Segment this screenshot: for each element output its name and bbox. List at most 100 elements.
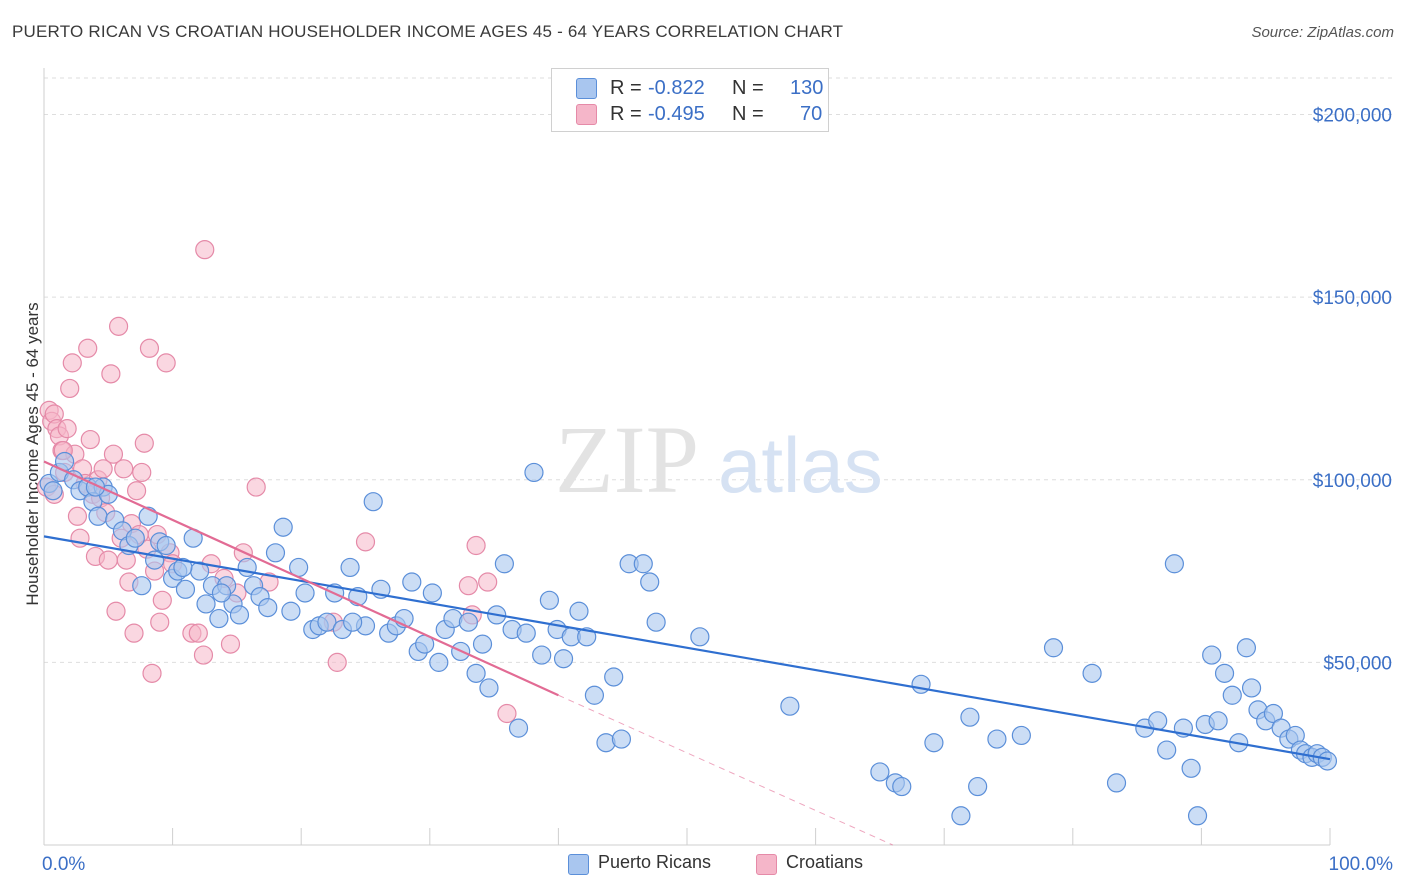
puerto-rican-point xyxy=(524,462,544,483)
puerto-rican-point xyxy=(1181,758,1201,778)
legend-r-label: R = xyxy=(610,77,642,99)
croatian-point xyxy=(108,316,129,336)
croatian-point xyxy=(67,506,88,526)
croatian-point xyxy=(101,364,121,384)
puerto-rican-point xyxy=(1241,678,1262,698)
puerto-rican-point xyxy=(173,557,193,578)
puerto-rican-point xyxy=(458,612,478,632)
puerto-rican-point xyxy=(960,707,980,727)
croatian-point xyxy=(98,550,118,570)
puerto-rican-point xyxy=(1236,638,1257,658)
legend-n-label: N = xyxy=(732,77,764,99)
puerto-rican-point xyxy=(611,729,632,749)
puerto-rican-point xyxy=(211,583,232,603)
puerto-rican-point xyxy=(1317,751,1338,771)
puerto-rican-point xyxy=(508,718,529,738)
puerto-rican-point xyxy=(569,601,589,621)
puerto-rican-point xyxy=(1214,663,1235,683)
puerto-ricans-trend-line xyxy=(43,535,1331,761)
legend-swatch-blue xyxy=(576,78,597,99)
puerto-rican-point xyxy=(472,634,493,654)
puerto-rican-point xyxy=(553,649,574,669)
croatian-point xyxy=(220,634,241,654)
legend-r-value: -0.495 xyxy=(648,103,705,125)
puerto-rican-point xyxy=(156,535,176,556)
legend-n-label: N = xyxy=(732,103,764,125)
puerto-rican-point xyxy=(258,597,278,618)
correlation-legend: R = -0.822 N = 130 R = -0.495 N = 70 xyxy=(551,68,829,132)
croatian-point xyxy=(103,444,124,464)
puerto-rican-point xyxy=(780,696,800,716)
croatian-point xyxy=(106,601,126,621)
puerto-rican-point xyxy=(516,623,536,643)
croatian-point xyxy=(458,576,478,596)
puerto-rican-point xyxy=(968,776,988,797)
croatian-point xyxy=(60,378,80,399)
watermark: ZIP atlas xyxy=(555,406,883,513)
puerto-rican-point xyxy=(125,528,145,548)
croatian-point xyxy=(134,433,154,453)
watermark-zip: ZIP xyxy=(555,406,699,513)
puerto-rican-point xyxy=(295,583,315,603)
puerto-rican-point xyxy=(343,612,363,632)
puerto-rican-point xyxy=(1082,663,1102,683)
puerto-rican-point xyxy=(340,557,360,578)
legend-swatch-pink xyxy=(576,104,597,125)
puerto-rican-point xyxy=(690,627,710,647)
chart-title: PUERTO RICAN VS CROATIAN HOUSEHOLDER INC… xyxy=(12,22,844,41)
puerto-rican-point xyxy=(422,583,442,603)
legend-swatch-pink xyxy=(756,854,777,875)
puerto-rican-point xyxy=(892,776,912,797)
croatian-point xyxy=(80,429,100,450)
croatian-point xyxy=(466,535,486,556)
croatian-point xyxy=(132,462,152,483)
puerto-rican-point xyxy=(1011,725,1031,746)
puerto-rican-point xyxy=(402,572,422,592)
puerto-rican-point xyxy=(494,554,514,574)
source-label: Source: ZipAtlas.com xyxy=(1251,24,1394,41)
puerto-ricans-points xyxy=(39,451,1338,826)
y-tick-label: $200,000 xyxy=(1313,106,1392,127)
puerto-rican-point xyxy=(273,517,293,537)
y-tick-label: $100,000 xyxy=(1313,471,1392,492)
puerto-rican-point xyxy=(577,627,597,647)
puerto-rican-point xyxy=(870,762,890,782)
croatian-point xyxy=(114,459,134,479)
puerto-rican-point xyxy=(532,645,552,665)
croatian-point xyxy=(195,240,215,260)
puerto-rican-point xyxy=(363,492,383,512)
puerto-rican-point xyxy=(196,594,216,614)
puerto-rican-point xyxy=(281,601,301,621)
axes xyxy=(43,68,1331,846)
x-tick-label: 0.0% xyxy=(42,854,85,875)
tick-labels: $50,000 $100,000 $150,000 $200,000 0.0% 100.0… xyxy=(42,106,1393,875)
croatians-trend-line xyxy=(43,460,559,697)
croatians-trend-extension xyxy=(558,694,893,846)
croatian-point xyxy=(478,572,498,592)
croatian-point xyxy=(246,477,266,497)
croatian-point xyxy=(497,703,517,724)
puerto-rican-point xyxy=(265,543,286,563)
puerto-rican-point xyxy=(1157,740,1177,760)
legend-series-label: Puerto Ricans xyxy=(598,852,712,872)
puerto-rican-point xyxy=(1106,773,1127,793)
puerto-rican-point xyxy=(604,667,624,687)
puerto-rican-point xyxy=(175,579,196,599)
croatian-point xyxy=(139,338,160,358)
puerto-rican-point xyxy=(1202,645,1222,665)
croatian-point xyxy=(126,481,147,501)
croatian-point xyxy=(355,532,376,552)
puerto-rican-point xyxy=(466,663,486,683)
puerto-rican-point xyxy=(88,506,108,526)
puerto-rican-point xyxy=(911,674,931,694)
puerto-rican-point xyxy=(1043,638,1064,658)
puerto-rican-point xyxy=(1208,711,1228,731)
croatian-point xyxy=(193,645,214,665)
legend-r-value: -0.822 xyxy=(648,77,705,99)
puerto-rican-point xyxy=(479,678,499,698)
croatian-point xyxy=(150,612,170,632)
puerto-rican-point xyxy=(209,608,229,629)
puerto-rican-point xyxy=(584,685,605,705)
legend-series-label: Croatians xyxy=(786,852,864,872)
